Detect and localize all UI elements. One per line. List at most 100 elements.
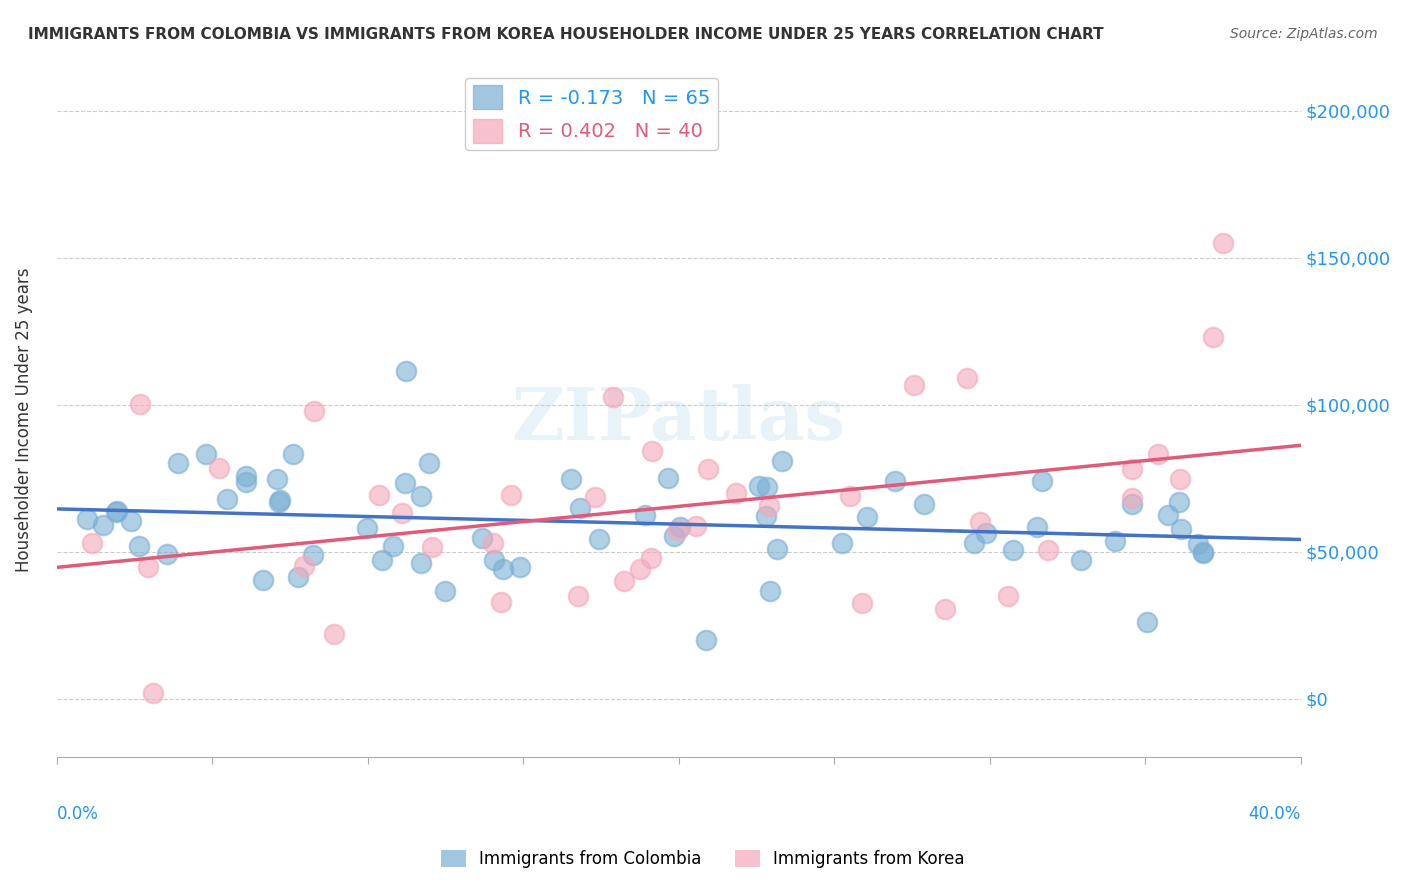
Point — [302, 403, 325, 417]
Point — [235, 468, 257, 483]
Point — [1202, 329, 1225, 343]
Point — [1167, 495, 1189, 509]
Point — [657, 471, 679, 485]
Point — [755, 509, 778, 524]
Point — [934, 601, 956, 615]
Point — [903, 378, 925, 392]
Point — [770, 454, 793, 468]
Point — [560, 472, 582, 486]
Point — [838, 489, 860, 503]
Point — [1121, 491, 1143, 505]
Point — [956, 370, 979, 384]
Point — [91, 517, 114, 532]
Point — [969, 515, 991, 529]
Point — [434, 584, 457, 599]
Point — [634, 508, 657, 523]
Point — [322, 627, 344, 641]
Point — [1104, 533, 1126, 548]
Text: 40.0%: 40.0% — [1249, 805, 1301, 822]
Point — [1002, 542, 1025, 557]
Point — [283, 447, 305, 461]
Point — [602, 390, 624, 404]
Point — [129, 397, 152, 411]
Point — [156, 547, 179, 561]
Point — [1031, 474, 1053, 488]
Point — [252, 573, 274, 587]
Point — [394, 476, 416, 491]
Point — [669, 520, 692, 534]
Point — [492, 562, 515, 576]
Point — [758, 584, 780, 599]
Point — [1038, 543, 1060, 558]
Point — [107, 504, 129, 518]
Point — [76, 511, 98, 525]
Point — [1026, 520, 1049, 534]
Point — [105, 505, 128, 519]
Point — [409, 490, 432, 504]
Point — [482, 553, 505, 567]
Point — [1070, 552, 1092, 566]
Point — [1121, 498, 1143, 512]
Point — [856, 509, 879, 524]
Point — [235, 475, 257, 489]
Point — [569, 501, 592, 516]
Point — [1170, 522, 1192, 536]
Point — [912, 497, 935, 511]
Point — [120, 514, 142, 528]
Point — [266, 472, 288, 486]
Point — [997, 589, 1019, 603]
Point — [292, 559, 315, 574]
Point — [215, 492, 238, 507]
Point — [831, 536, 853, 550]
Point — [499, 488, 522, 502]
Point — [409, 556, 432, 570]
Legend: R = -0.173   N = 65, R = 0.402   N = 40: R = -0.173 N = 65, R = 0.402 N = 40 — [465, 78, 718, 151]
Point — [418, 456, 440, 470]
Legend: Immigrants from Colombia, Immigrants from Korea: Immigrants from Colombia, Immigrants fro… — [434, 843, 972, 875]
Point — [267, 495, 290, 509]
Point — [1168, 472, 1191, 486]
Point — [82, 536, 104, 550]
Point — [195, 447, 218, 461]
Point — [628, 562, 651, 576]
Point — [489, 595, 512, 609]
Point — [725, 485, 748, 500]
Point — [1121, 462, 1143, 476]
Point — [391, 506, 413, 520]
Point — [640, 551, 662, 566]
Point — [695, 632, 717, 647]
Point — [588, 533, 610, 547]
Point — [371, 553, 394, 567]
Point — [395, 364, 418, 378]
Point — [356, 521, 378, 535]
Point — [287, 570, 309, 584]
Point — [509, 560, 531, 574]
Point — [1192, 546, 1215, 560]
Point — [142, 686, 165, 700]
Point — [974, 526, 997, 541]
Point — [758, 499, 780, 513]
Point — [963, 536, 986, 550]
Point — [166, 456, 188, 470]
Point — [471, 531, 494, 545]
Point — [1156, 508, 1178, 522]
Point — [851, 596, 873, 610]
Point — [685, 518, 707, 533]
Point — [1192, 545, 1215, 559]
Point — [420, 541, 443, 555]
Point — [382, 539, 405, 553]
Point — [748, 479, 770, 493]
Point — [1187, 537, 1209, 551]
Point — [1136, 615, 1159, 629]
Point — [1212, 236, 1234, 251]
Point — [208, 460, 231, 475]
Point — [664, 529, 686, 543]
Point — [583, 490, 606, 504]
Point — [367, 488, 389, 502]
Y-axis label: Householder Income Under 25 years: Householder Income Under 25 years — [15, 268, 32, 572]
Point — [1147, 447, 1170, 461]
Text: 0.0%: 0.0% — [56, 805, 98, 822]
Text: Source: ZipAtlas.com: Source: ZipAtlas.com — [1230, 27, 1378, 41]
Point — [136, 560, 159, 574]
Point — [567, 589, 589, 603]
